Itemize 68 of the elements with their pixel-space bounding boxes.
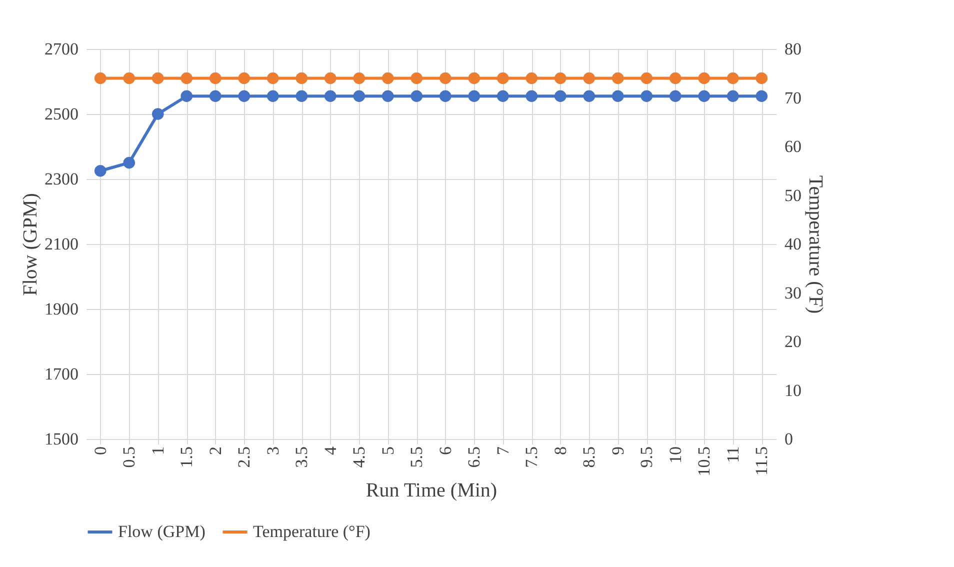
point: [209, 90, 222, 102]
y2-tick-label: 80: [784, 40, 802, 58]
point: [583, 90, 596, 102]
x-tick-label: 1.5: [177, 446, 196, 468]
y-tick-label: 2300: [44, 170, 78, 188]
point: [180, 90, 193, 102]
point: [554, 90, 566, 102]
point: [698, 90, 710, 102]
point: [152, 108, 164, 120]
point: [640, 90, 653, 102]
x-tick-label: 7: [493, 446, 512, 455]
y-tick-label: 1700: [44, 364, 78, 384]
x-axis-title: Run Time (Min): [366, 479, 498, 502]
y2-tick-label: 50: [784, 186, 802, 205]
x-tick-label: 6: [436, 446, 455, 455]
x-tick-label: 1: [148, 446, 168, 455]
point: [468, 90, 480, 102]
point: [266, 90, 279, 102]
point: [439, 90, 452, 102]
x-tick-label: 11.5: [752, 446, 772, 476]
x-tick-label: 9.5: [637, 446, 656, 468]
point: [296, 90, 308, 102]
y-axis-title: Flow (GPM): [20, 193, 42, 296]
x-tick-label: 8: [550, 446, 570, 455]
y2-tick-label: 20: [784, 332, 802, 351]
x-tick-label: 10: [666, 446, 685, 464]
x-tick-label: 5: [378, 446, 398, 455]
x-tick-label: 8.5: [580, 446, 599, 468]
y-tick-label: 2100: [44, 234, 78, 254]
y2-tick-label: 60: [784, 137, 802, 156]
x-tick-label: 6.5: [464, 446, 484, 468]
y2-tick-label: 40: [784, 234, 802, 254]
legend-label: Flow (GPM): [118, 522, 206, 541]
legend-label: Temperature (°F): [253, 522, 370, 541]
y-tick-label: 2700: [44, 40, 78, 58]
point: [410, 90, 423, 102]
point: [94, 164, 106, 177]
x-tick-label: 9: [608, 446, 628, 455]
point: [123, 156, 136, 169]
x-tick-label: 0.5: [120, 446, 139, 468]
point: [756, 90, 768, 102]
point: [496, 90, 509, 102]
point: [324, 90, 336, 102]
y-tick-label: 2500: [44, 104, 78, 124]
y2-tick-label: 70: [784, 88, 802, 108]
point: [382, 90, 394, 102]
x-tick-label: 3.5: [292, 446, 312, 468]
point: [669, 90, 682, 102]
point: [238, 90, 250, 102]
x-tick-label: 10.5: [694, 446, 714, 476]
x-tick-label: 3: [263, 446, 282, 455]
y-tick-label: 1900: [44, 300, 78, 318]
point: [353, 90, 366, 102]
y2-axis-title: Temperature (°F): [804, 175, 826, 314]
point: [612, 90, 624, 102]
x-tick-label: 11: [723, 446, 742, 463]
x-tick-label: 5.5: [407, 446, 426, 468]
y-tick-label: 1500: [44, 430, 78, 448]
x-tick-label: 0: [90, 446, 110, 455]
point: [726, 90, 739, 102]
x-tick-label: 4.5: [350, 446, 369, 468]
x-tick-label: 4: [320, 446, 340, 455]
y2-tick-label: 30: [784, 283, 802, 302]
x-tick-label: 2.5: [234, 446, 254, 468]
point: [526, 90, 538, 102]
x-tick-label: 2: [206, 446, 225, 455]
y2-tick-label: 10: [784, 380, 802, 400]
x-tick-label: 7.5: [522, 446, 542, 468]
